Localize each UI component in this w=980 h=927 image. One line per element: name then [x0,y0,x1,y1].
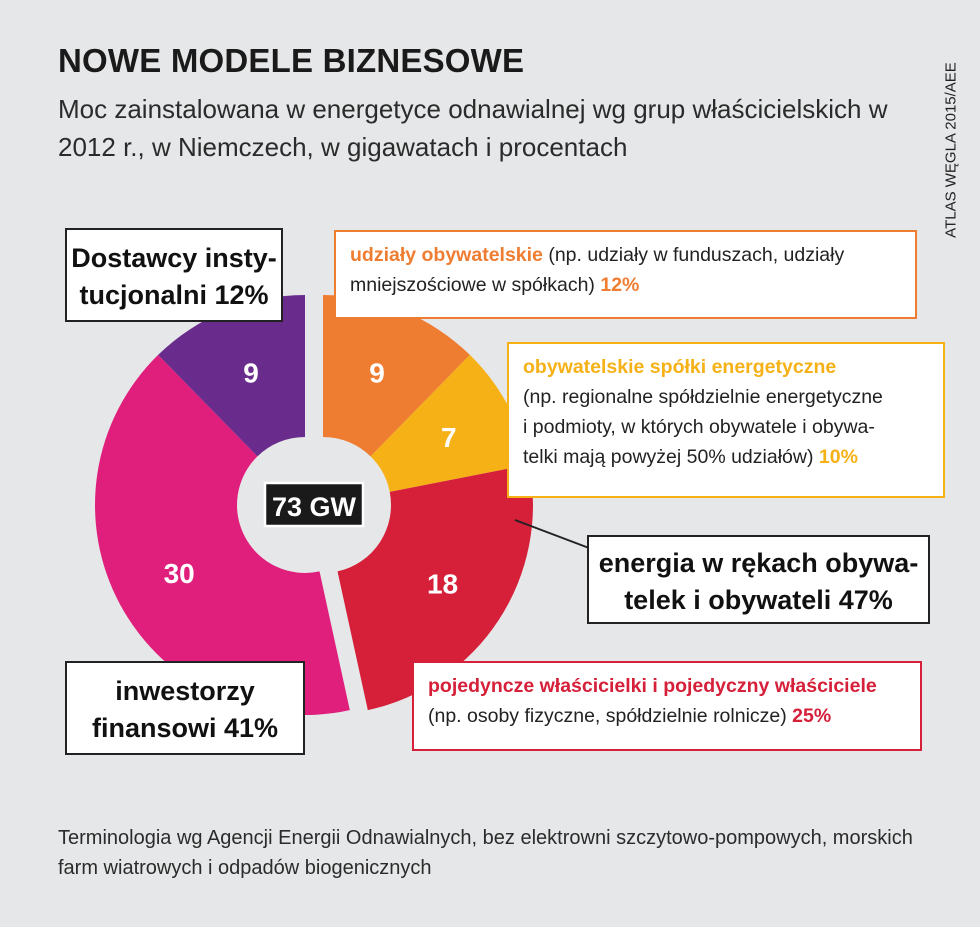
label-institutional-line2: tucjonalni 12% [79,280,269,310]
slice-2 [370,354,530,492]
share-percent: 12% [600,274,640,296]
slice-value-label: 9 [369,358,385,389]
label-citizens-line2: telek i obywateli 47% [624,585,893,615]
coop-percent: 10% [818,446,858,468]
footnote: Terminologia wg Agencji Energii Odnawial… [58,827,913,879]
slice-value-label: 18 [427,568,458,599]
slice-value-label: 30 [164,558,195,589]
label-institutional: Dostawcy insty- tucjonalni 12% [65,228,283,322]
label-citizen-coops: obywatelskie spółki energetyczne (np. re… [507,342,945,498]
slice-1 [323,295,470,457]
chart-subtitle: Moc zainstalowana w energetyce odnawialn… [58,94,888,162]
share-title: udziały obywatelskie [350,244,543,266]
slice-3 [337,464,533,711]
label-citizens-line1: energia w rękach obywa- [598,548,919,578]
indiv-percent: 25% [792,705,832,727]
total-badge-bg [263,481,365,528]
indiv-title: pojedyncze właścicielki i pojedyczny wła… [428,675,877,697]
total-label: 73 GW [272,492,357,522]
connector-line [514,519,590,549]
slice-value-label: 9 [243,358,259,389]
label-institutional-line1: Dostawcy insty- [71,243,277,273]
slice-4 [94,354,350,715]
label-citizens-total: energia w rękach obywa- telek i obywatel… [587,535,930,624]
chart-title: NOWE MODELE BIZNESOWE [58,42,525,79]
coop-title: obywatelskie spółki energetyczne [523,356,837,378]
slice-value-label: 7 [441,422,457,453]
slice-5 [158,295,305,457]
label-individuals: pojedyncze właścicielki i pojedyczny wła… [412,661,922,751]
label-financial-line2: finansowi 41% [91,713,279,743]
share-desc: (np. udziały w funduszach, udziały mniej… [350,244,845,296]
label-citizen-shares: udziały obywatelskie (np. udziały w fund… [334,230,917,319]
coop-desc: (np. regionalne spółdzielnie energetyczn… [523,386,883,468]
indiv-desc: (np. osoby fizyczne, spółdzielnie rolnic… [428,705,793,727]
label-financial: inwestorzy finansowi 41% [65,661,305,755]
total-badge: 73 GW [263,481,365,528]
label-financial-line1: inwestorzy [115,676,255,706]
